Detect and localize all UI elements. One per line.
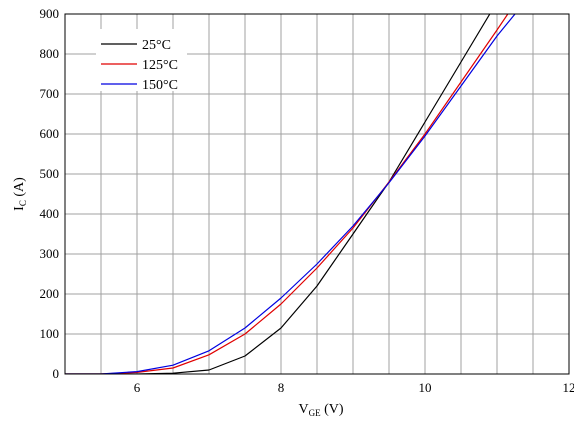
series-line-1 [65, 14, 509, 374]
x-axis-label-main: V [298, 402, 308, 417]
x-tick-label: 12 [563, 380, 574, 395]
y-axis-label-sub: C [18, 200, 28, 206]
y-tick-label: 0 [53, 366, 60, 381]
y-tick-label: 400 [40, 206, 60, 221]
y-tick-label: 900 [40, 6, 60, 21]
x-tick-labels: 6 8 10 12 [134, 380, 574, 395]
y-tick-label: 300 [40, 246, 60, 261]
x-axis-label: VGE (V) [298, 402, 343, 418]
legend-items: 25°C 125°C 150°C [101, 38, 178, 93]
y-tick-labels: 0 100 200 300 400 500 600 700 800 900 [40, 6, 60, 381]
x-axis-label-unit: (V) [321, 402, 344, 417]
legend-label: 150°C [142, 78, 178, 93]
series-lines [65, 14, 516, 374]
y-tick-label: 100 [40, 326, 60, 341]
y-tick-label: 800 [40, 46, 60, 61]
y-axis-label-unit: (A) [12, 177, 27, 200]
y-axis-label: IC (A) [12, 177, 28, 211]
legend-box [96, 29, 187, 91]
series-line-2 [65, 14, 516, 374]
y-tick-label: 700 [40, 86, 60, 101]
x-axis-label-sub: GE [309, 408, 321, 418]
legend-label: 25°C [142, 38, 171, 53]
y-tick-label: 200 [40, 286, 60, 301]
series-line-0 [65, 14, 491, 374]
y-axis-label-main: I [12, 206, 27, 211]
y-tick-label: 600 [40, 126, 60, 141]
legend-label: 125°C [142, 58, 178, 73]
y-tick-label: 500 [40, 166, 60, 181]
x-tick-label: 6 [134, 380, 141, 395]
plot-frame [64, 13, 570, 375]
x-tick-label: 8 [278, 380, 285, 395]
legend: 25°C 125°C 150°C [96, 29, 187, 93]
x-tick-label: 10 [419, 380, 432, 395]
